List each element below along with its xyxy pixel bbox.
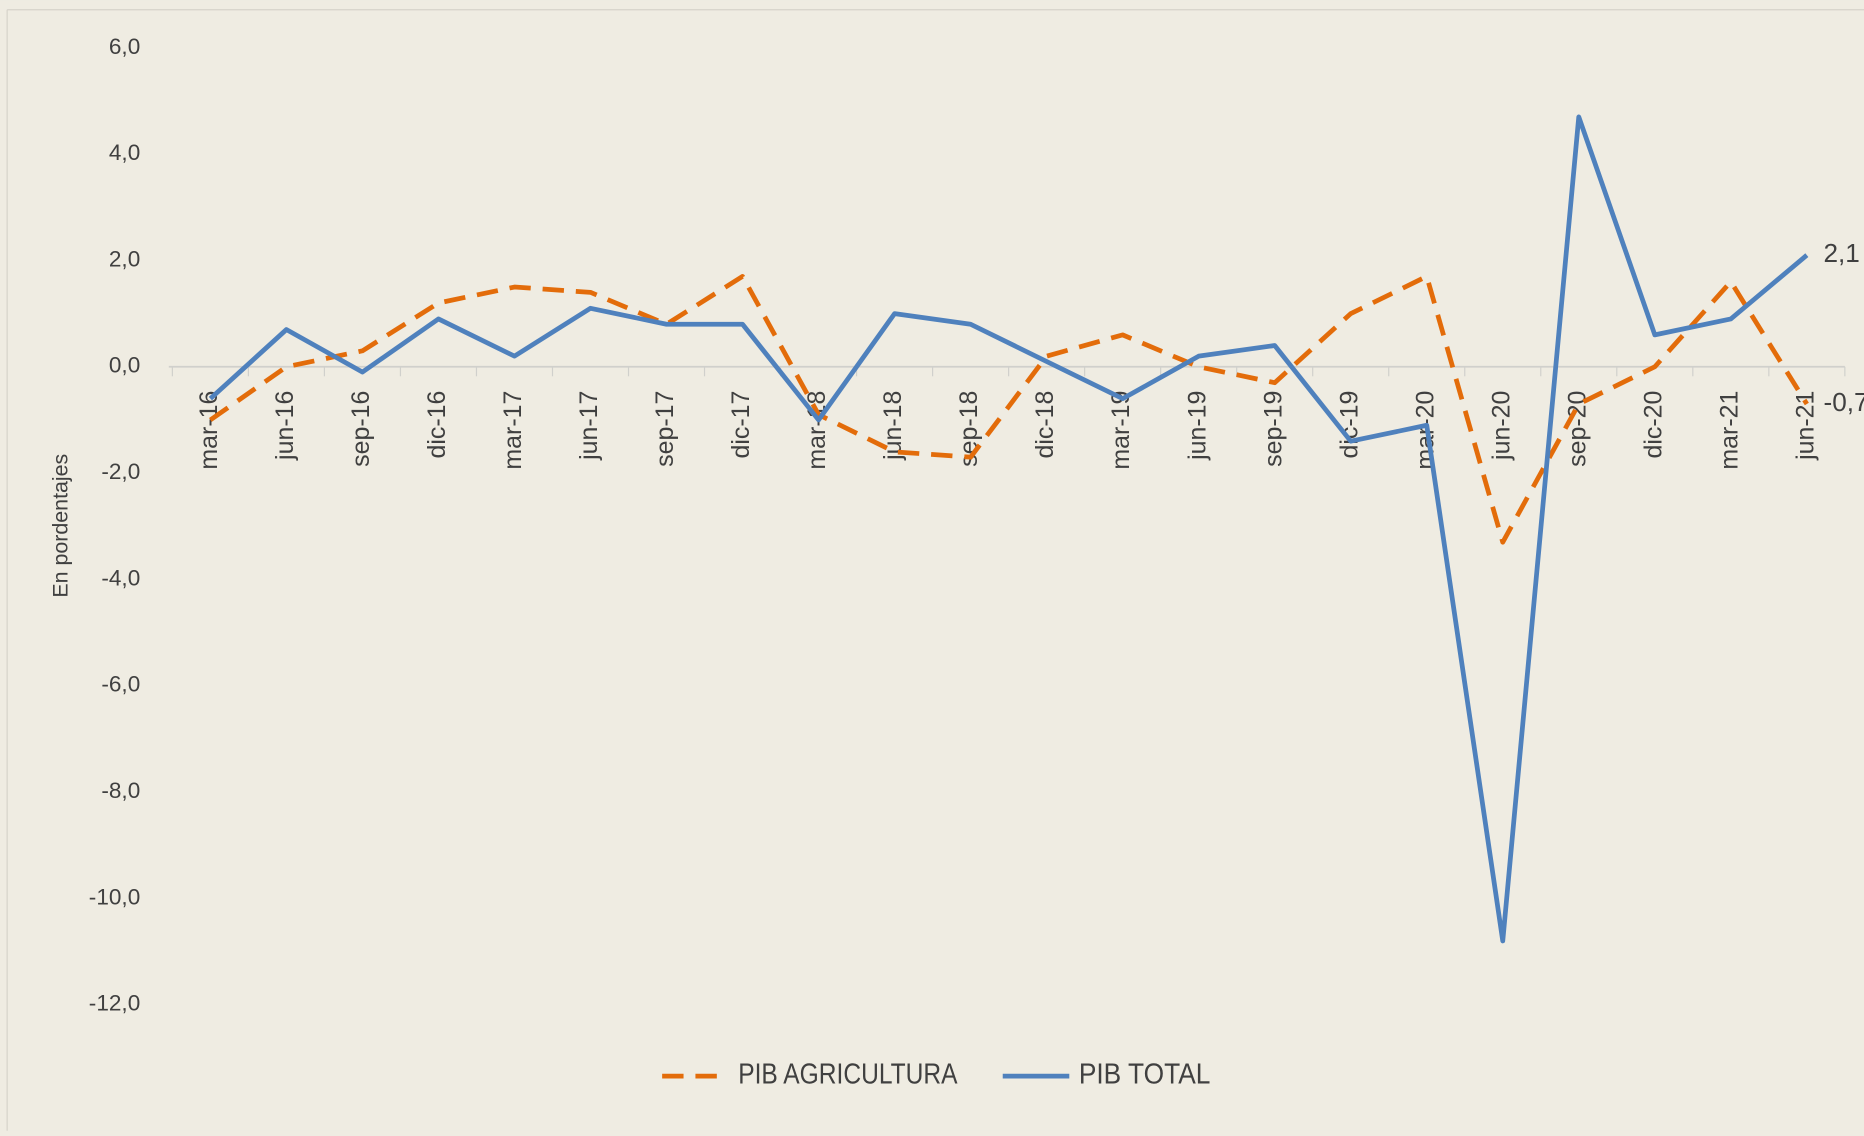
series-line: [209, 274, 1809, 545]
x-tick-label: sep-17: [651, 391, 679, 467]
y-tick-label: 2,0: [109, 246, 140, 271]
x-tick-label: sep-19: [1259, 391, 1287, 467]
y-tick-label: -8,0: [101, 778, 140, 803]
data-label: -0,7: [1823, 387, 1864, 417]
data-label: 2,1: [1823, 238, 1859, 268]
y-tick-label: 6,0: [109, 34, 140, 59]
x-tick-label: jun-20: [1487, 391, 1515, 461]
y-tick-label: 0,0: [109, 353, 140, 378]
series-line: [208, 114, 1809, 944]
x-tick-label: jun-17: [575, 391, 603, 461]
y-tick-label: -12,0: [89, 991, 140, 1016]
legend-label: PIB TOTAL: [1079, 1059, 1211, 1091]
x-tick-label: mar-21: [1715, 391, 1743, 470]
x-tick-label: jun-16: [271, 391, 299, 461]
x-tick-label: dic-20: [1639, 391, 1667, 459]
x-tick-label: sep-16: [347, 391, 375, 467]
x-tick-label: dic-17: [727, 391, 755, 459]
x-tick-label: mar-19: [1107, 391, 1135, 470]
x-tick-label: sep-20: [1563, 391, 1591, 467]
y-tick-label: -4,0: [101, 565, 140, 590]
x-tick-label: dic-18: [1031, 391, 1059, 459]
y-axis-title: En pordentajes: [48, 454, 72, 598]
y-tick-label: 4,0: [109, 140, 140, 165]
legend-label: PIB AGRICULTURA: [738, 1059, 957, 1091]
x-tick-label: mar-17: [499, 391, 527, 470]
x-tick-label: mar-16: [195, 391, 223, 470]
x-tick-label: dic-16: [423, 391, 451, 459]
x-tick-label: sep-18: [955, 391, 983, 467]
y-tick-label: -2,0: [101, 459, 140, 484]
y-tick-label: -6,0: [101, 672, 140, 697]
x-tick-label: jun-19: [1183, 391, 1211, 461]
y-tick-label: -10,0: [89, 884, 140, 909]
